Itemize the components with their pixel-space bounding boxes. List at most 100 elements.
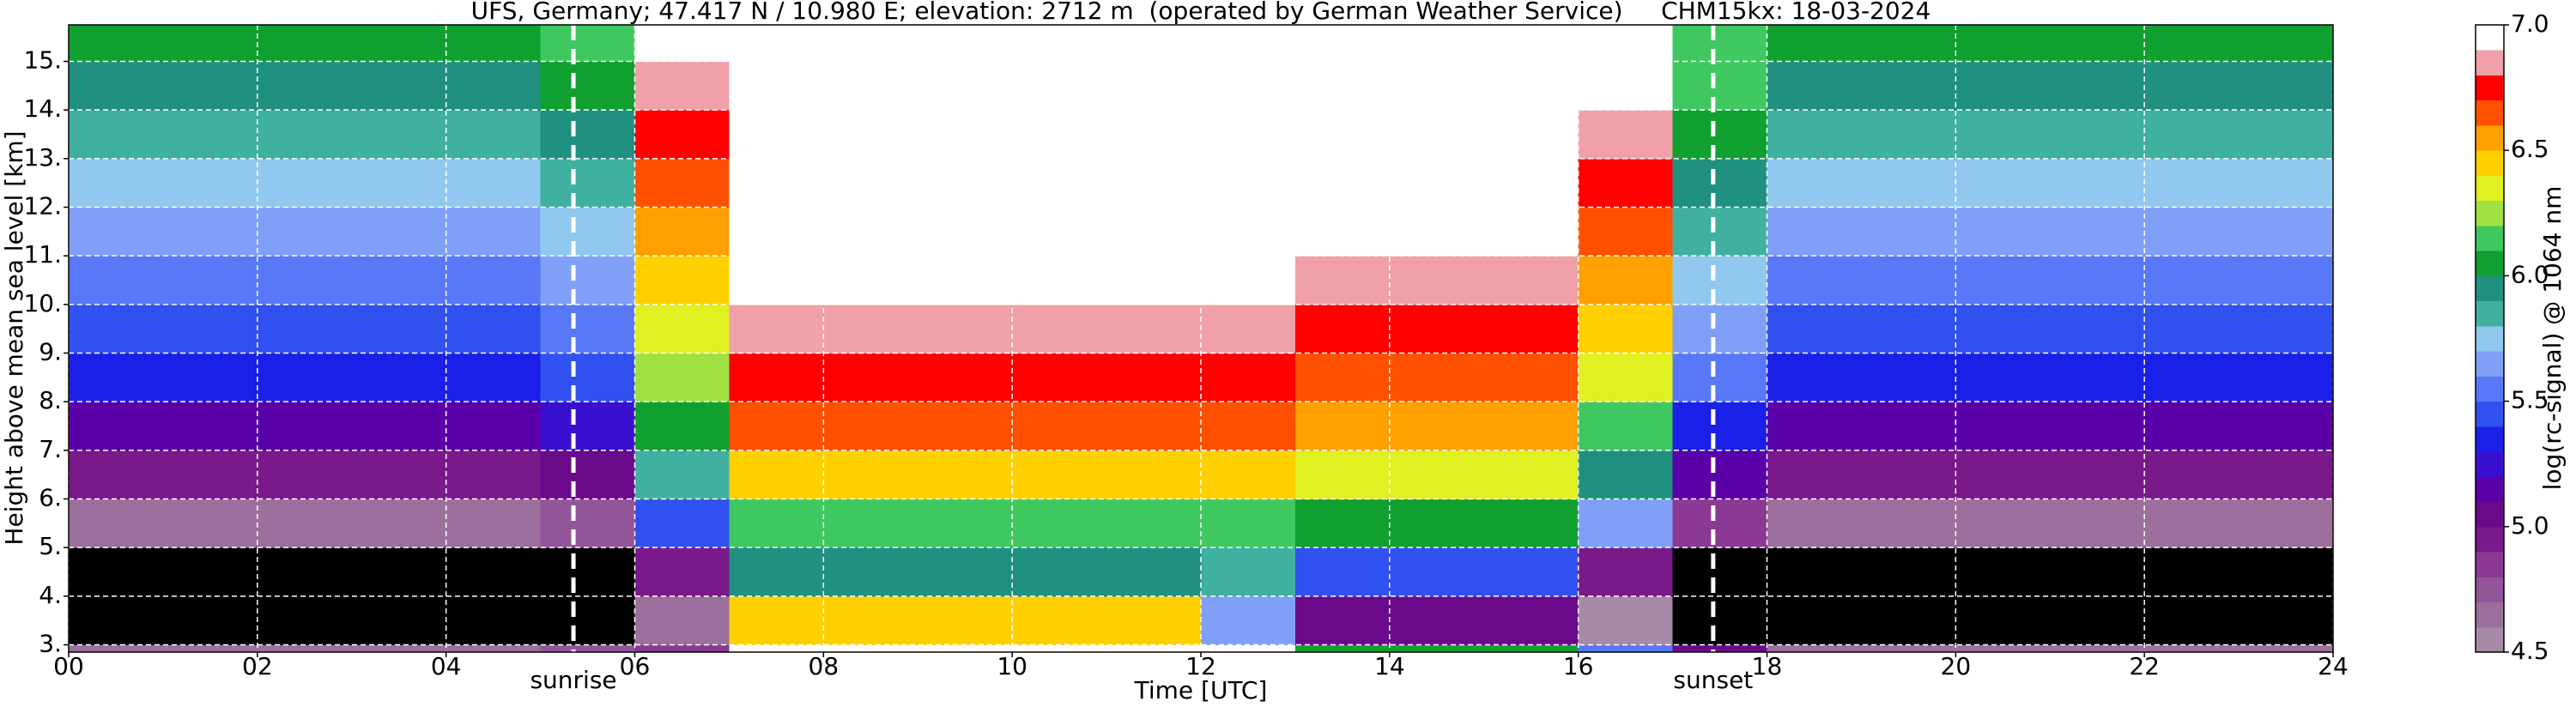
- heatmap-cell: [1106, 450, 1202, 499]
- heatmap-cell: [1012, 61, 1107, 111]
- heatmap-cell: [2050, 547, 2145, 597]
- heatmap-cell: [2239, 595, 2334, 645]
- x-tick-label: 16: [1563, 652, 1594, 680]
- heatmap-cell: [1861, 595, 1956, 645]
- heatmap-cell: [1483, 61, 1579, 111]
- x-tick-label: 06: [620, 652, 651, 680]
- heatmap-cell: [1861, 450, 1956, 499]
- heatmap-cell: [634, 158, 730, 208]
- heatmap-cell: [445, 547, 542, 597]
- heatmap-cell: [1294, 304, 1391, 354]
- heatmap-cell: [1861, 25, 1956, 62]
- heatmap-cell: [257, 61, 353, 111]
- heatmap-cell: [162, 61, 258, 111]
- colorbar-swatch: [2476, 577, 2504, 603]
- heatmap-cell: [918, 25, 1013, 62]
- heatmap-cell: [1955, 595, 2051, 645]
- heatmap-cell: [823, 450, 918, 499]
- heatmap-cell: [1012, 644, 1107, 653]
- heatmap-cell: [257, 256, 353, 305]
- x-tick-label: 18: [1752, 652, 1783, 680]
- heatmap-cell: [1955, 644, 2051, 653]
- heatmap-cell: [1389, 207, 1485, 257]
- colorbar-swatch: [2476, 25, 2504, 51]
- heatmap-cell: [1861, 644, 1956, 653]
- heatmap-cell: [69, 25, 164, 62]
- heatmap-cell: [1483, 304, 1579, 354]
- heatmap-cell: [729, 25, 824, 62]
- heatmap-cell: [1578, 61, 1674, 111]
- heatmap-cell: [2144, 304, 2240, 354]
- heatmap-cell: [540, 304, 635, 354]
- heatmap-cell: [1672, 207, 1767, 257]
- heatmap-cell: [1672, 402, 1767, 451]
- heatmap-cell: [351, 61, 447, 111]
- x-tick-label: 14: [1374, 652, 1405, 680]
- heatmap-cell: [1389, 304, 1485, 354]
- heatmap-cell: [2050, 256, 2145, 305]
- heatmap-cell: [351, 644, 447, 653]
- colorbar-swatch: [2476, 376, 2504, 402]
- heatmap-cell: [634, 402, 730, 451]
- heatmap-cell: [634, 110, 730, 160]
- heatmap-cell: [729, 304, 824, 354]
- heatmap-cell: [69, 402, 164, 451]
- heatmap-cell: [634, 61, 730, 111]
- colorbar-tick-label: 5.0: [2511, 511, 2549, 540]
- heatmap-cell: [1389, 110, 1485, 160]
- heatmap-cell: [257, 207, 353, 257]
- heatmap-cell: [1294, 207, 1391, 257]
- heatmap-cell: [2144, 25, 2240, 62]
- heatmap-cell: [2144, 644, 2240, 653]
- heatmap-cell: [1767, 644, 1862, 653]
- heatmap-cell: [1012, 450, 1107, 499]
- heatmap-cell: [1578, 304, 1674, 354]
- colorbar-tick-label: 7.0: [2511, 9, 2549, 38]
- heatmap-cell: [540, 158, 635, 208]
- heatmap-cell: [69, 547, 164, 597]
- colorbar-swatch: [2476, 124, 2504, 151]
- heatmap-cell: [540, 450, 635, 499]
- heatmap-cell: [257, 25, 353, 62]
- heatmap-cell: [918, 256, 1013, 305]
- heatmap-cell: [2239, 547, 2334, 597]
- heatmap-cell: [162, 110, 258, 160]
- heatmap-cell: [2239, 25, 2334, 62]
- heatmap-cell: [918, 644, 1013, 653]
- heatmap-cell: [257, 644, 353, 653]
- colorbar-frame: [2475, 24, 2505, 653]
- heatmap-cell: [1106, 256, 1202, 305]
- heatmap-cell: [540, 547, 635, 597]
- colorbar-swatch: [2476, 225, 2504, 251]
- heatmap-cell: [918, 499, 1013, 548]
- colorbar-tick-label: 4.5: [2511, 637, 2549, 665]
- heatmap-cell: [2050, 158, 2145, 208]
- heatmap-cell: [2239, 450, 2334, 499]
- heatmap-cell: [823, 499, 918, 548]
- heatmap-cell: [162, 158, 258, 208]
- heatmap-cell: [1578, 207, 1674, 257]
- heatmap-cell: [634, 256, 730, 305]
- heatmap-cell: [823, 595, 918, 645]
- x-tick-label: 02: [242, 652, 273, 680]
- heatmap-cell: [351, 402, 447, 451]
- heatmap-cell: [1483, 353, 1579, 402]
- heatmap-cell: [1106, 595, 1202, 645]
- heatmap-cell: [1861, 547, 1956, 597]
- heatmap-cell: [162, 547, 258, 597]
- heatmap-cell: [1483, 595, 1579, 645]
- heatmap-cell: [351, 110, 447, 160]
- heatmap-cell: [1201, 595, 1296, 645]
- heatmap-cell: [1106, 25, 1202, 62]
- heatmap-cell: [445, 61, 542, 111]
- heatmap-cell: [2050, 353, 2145, 402]
- x-tick-label: 00: [53, 652, 84, 680]
- heatmap-cell: [2144, 499, 2240, 548]
- heatmap-cell: [1767, 450, 1862, 499]
- heatmap-cell: [2144, 547, 2240, 597]
- heatmap-cell: [445, 110, 542, 160]
- heatmap-cell: [445, 450, 542, 499]
- heatmap-cell: [1012, 110, 1107, 160]
- heatmap-cell: [1106, 353, 1202, 402]
- colorbar-swatch: [2476, 476, 2504, 503]
